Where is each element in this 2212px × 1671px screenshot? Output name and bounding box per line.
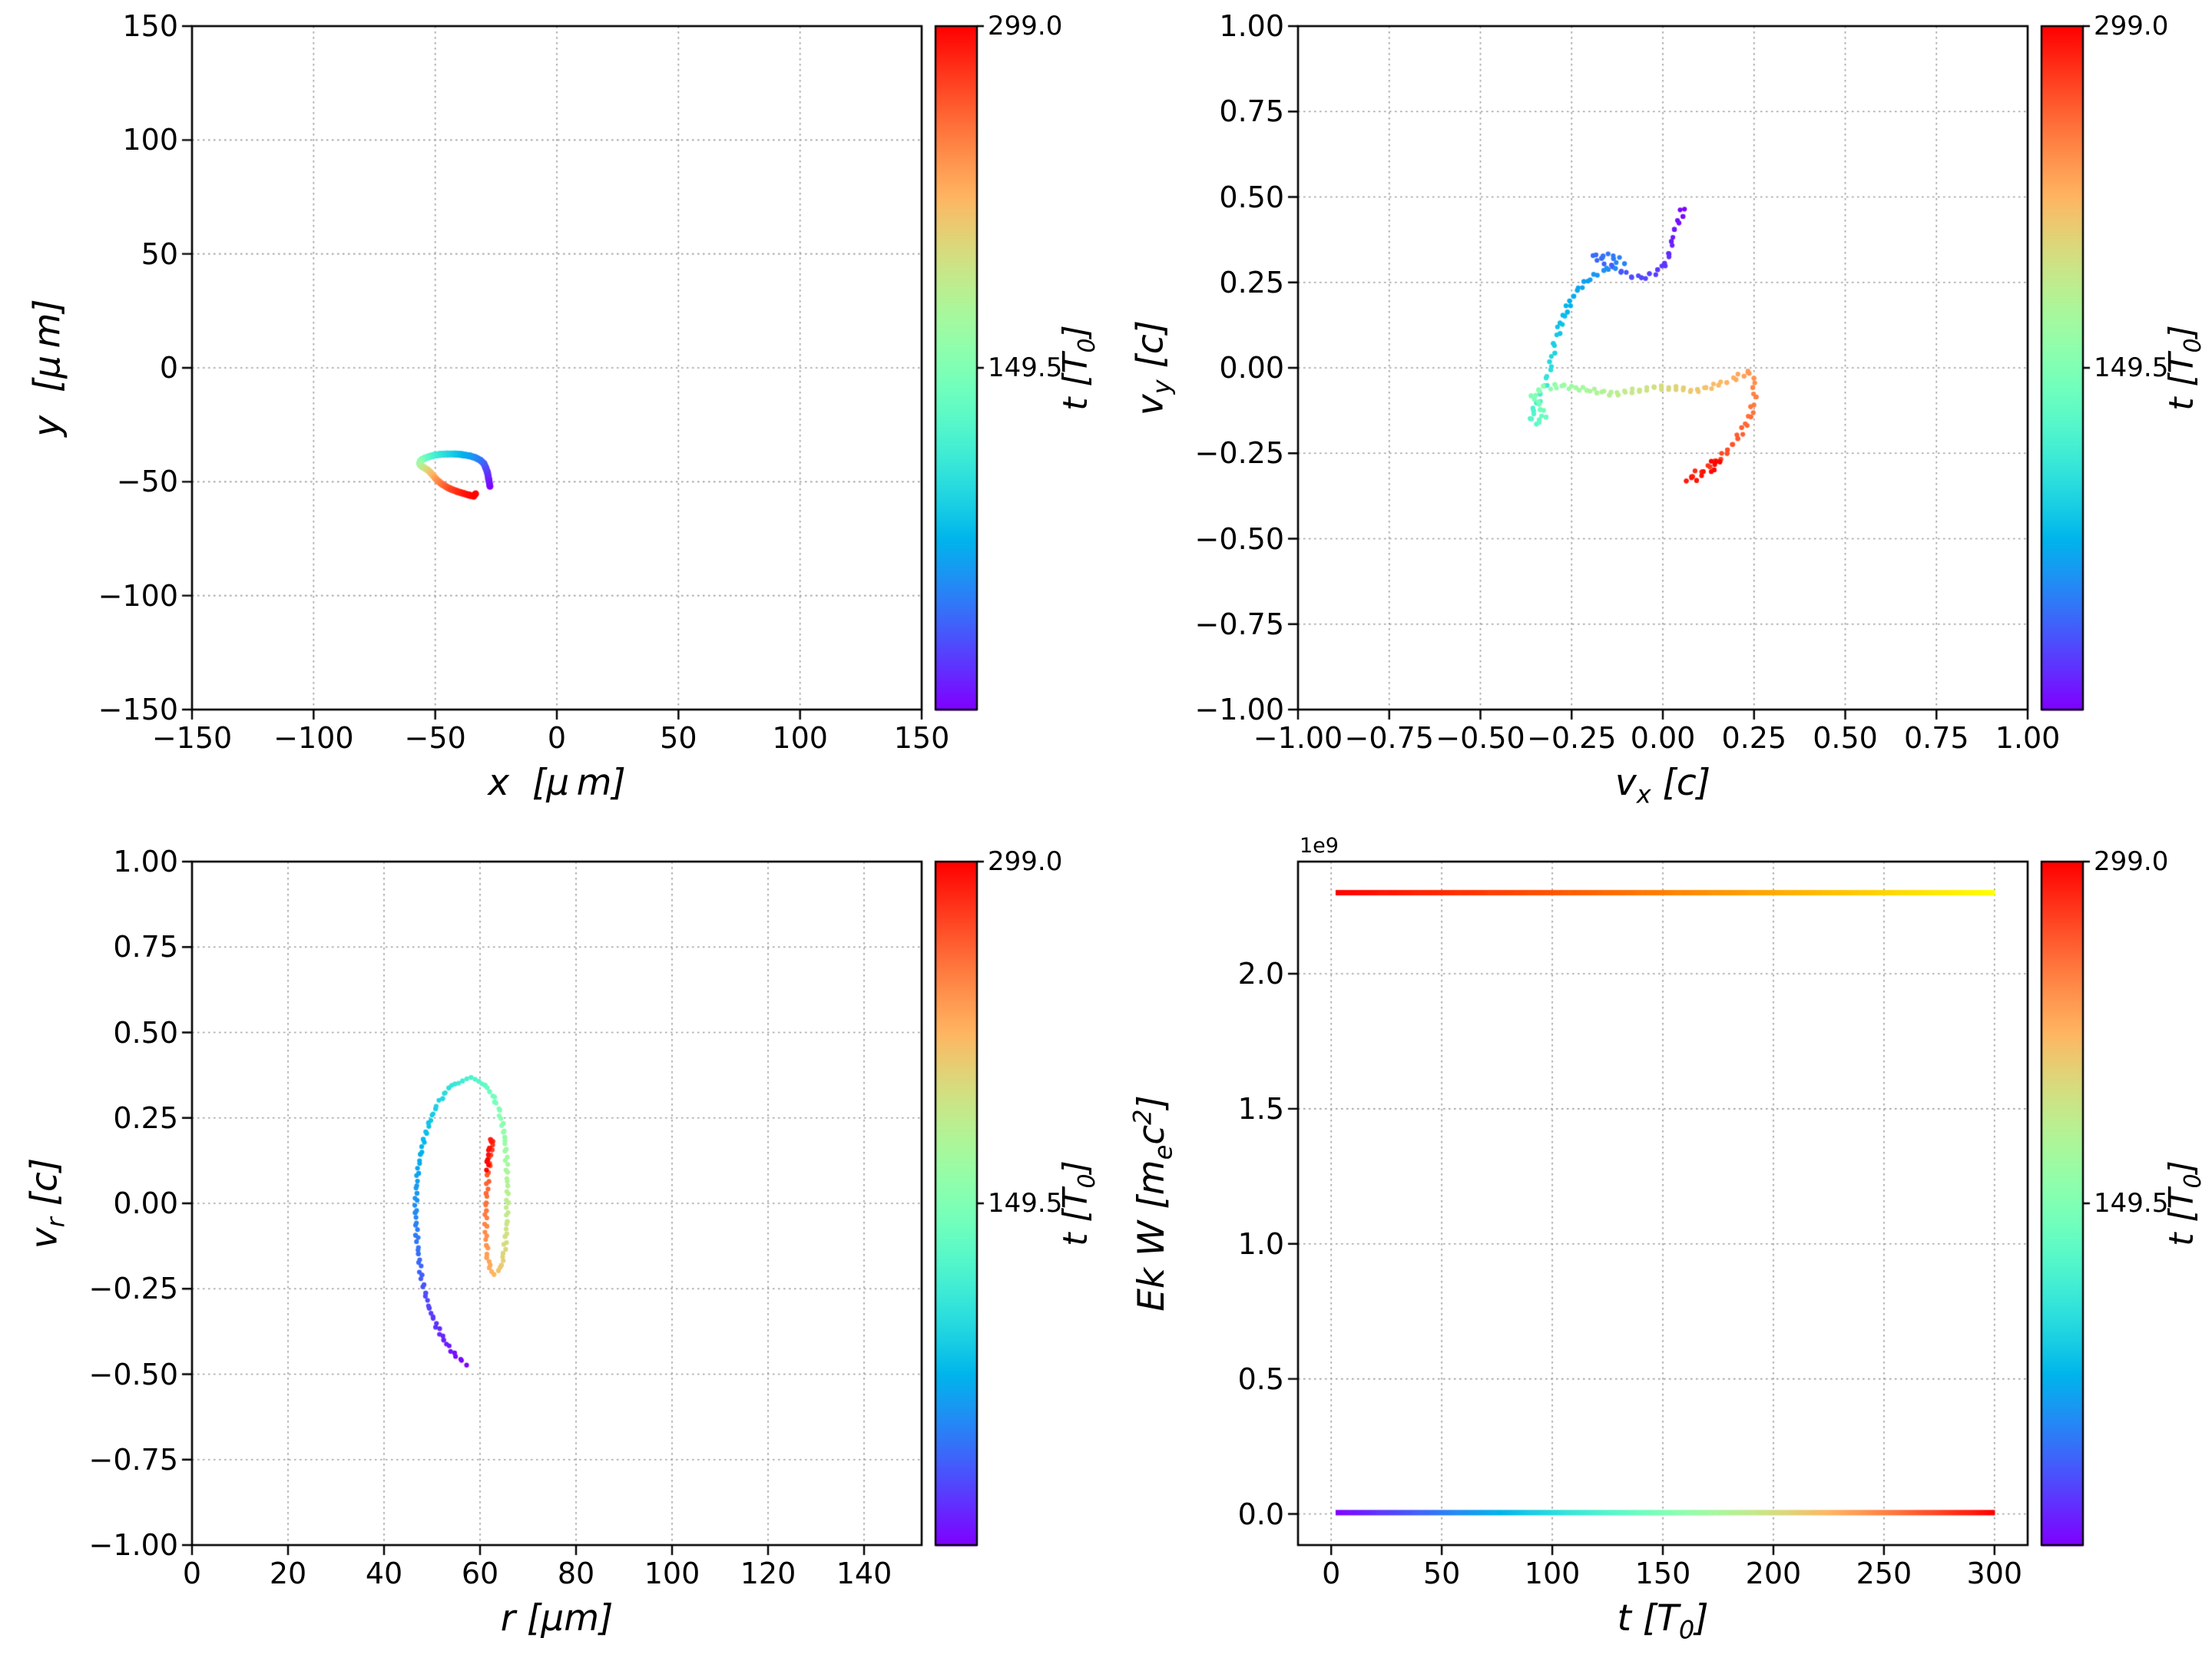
energy-vs-time-colorbar-axis-label: t [T0]	[2162, 1160, 2207, 1246]
vxvy-trajectory-y-tick-label: −0.25	[1194, 436, 1284, 471]
rvr-trajectory-x-tick-label: 60	[461, 1557, 499, 1590]
xy-trajectory-y-tick-label: 0	[159, 351, 178, 385]
vxvy-trajectory-x-tick-label: −0.25	[1527, 721, 1617, 755]
vxvy-trajectory-x-tick-label: 0.00	[1630, 721, 1696, 755]
xy-trajectory-x-tick-label: −150	[151, 721, 233, 755]
xy-trajectory-y-tick-label: 50	[141, 237, 178, 271]
energy-vs-time-x-axis-label: t [T0]	[1617, 1597, 1709, 1645]
energy-vs-time-x-tick-label: 200	[1745, 1557, 1802, 1590]
xy-trajectory-colorbar-tick-label: 299.0	[988, 11, 1063, 41]
vxvy-trajectory-x-tick-label: 0.25	[1721, 721, 1787, 755]
xy-trajectory-y-tick-label: 100	[122, 123, 178, 157]
energy-vs-time-y-tick-label: 0.0	[1237, 1497, 1284, 1531]
rvr-trajectory-x-tick-label: 140	[836, 1557, 892, 1590]
vxvy-trajectory-y-axis-label: vy [c]	[1129, 319, 1177, 416]
xy-trajectory-colorbar-axis-label: t [T0]	[1056, 325, 1101, 411]
rvr-trajectory-y-tick-label: −1.00	[88, 1528, 178, 1562]
rvr-trajectory-x-tick-label: 120	[740, 1557, 796, 1590]
vxvy-trajectory-y-tick-label: 1.00	[1219, 9, 1284, 43]
energy-vs-time-y-tick-label: 2.0	[1237, 956, 1284, 991]
xy-trajectory-colorbar-tick-label: 149.5	[988, 352, 1063, 383]
vxvy-trajectory-x-tick-label: −0.75	[1344, 721, 1434, 755]
vxvy-trajectory-x-tick-label: −0.50	[1435, 721, 1525, 755]
vxvy-trajectory-colorbar-axis-label: t [T0]	[2162, 325, 2207, 411]
vxvy-trajectory-y-tick-label: 0.25	[1219, 265, 1284, 299]
rvr-trajectory-x-axis-label: r [μm]	[500, 1597, 614, 1640]
rvr-trajectory-y-axis-label: vr [c]	[23, 1157, 71, 1249]
rvr-trajectory-colorbar-axis-label: t [T0]	[1056, 1160, 1101, 1246]
rvr-trajectory-y-tick-label: 0.50	[113, 1015, 178, 1050]
vxvy-trajectory-x-tick-label: 1.00	[1995, 721, 2061, 755]
rvr-trajectory-y-tick-label: 1.00	[113, 845, 178, 879]
energy-vs-time-y-tick-label: 1.0	[1237, 1226, 1284, 1261]
rvr-trajectory-x-tick-label: 100	[644, 1557, 700, 1590]
vxvy-trajectory-y-tick-label: −1.00	[1194, 693, 1284, 726]
energy-vs-time-x-tick-label: 50	[1422, 1557, 1461, 1590]
energy-vs-time-x-tick-label: 300	[1966, 1557, 2023, 1590]
xy-trajectory-y-tick-label: 150	[122, 9, 178, 43]
vxvy-trajectory-x-axis-label: vx [c]	[1614, 762, 1711, 809]
rvr-trajectory-y-tick-label: −0.50	[88, 1357, 178, 1391]
rvr-trajectory-y-tick-label: −0.25	[88, 1272, 178, 1306]
energy-vs-time-y-tick-label: 1.5	[1237, 1091, 1284, 1126]
energy-vs-time-colorbar-tick-label: 149.5	[2094, 1188, 2169, 1219]
rvr-trajectory-y-tick-label: 0.00	[113, 1186, 178, 1220]
xy-trajectory-x-tick-label: 50	[660, 721, 697, 755]
xy-trajectory-y-axis-label: y [μ m]	[26, 299, 69, 437]
xy-trajectory-x-tick-label: 100	[772, 721, 828, 755]
vxvy-trajectory-x-tick-label: 0.50	[1813, 721, 1878, 755]
energy-vs-time-x-tick-label: 0	[1322, 1557, 1341, 1590]
xy-trajectory-x-tick-label: 0	[547, 721, 567, 755]
vxvy-trajectory-y-tick-label: 0.50	[1219, 180, 1284, 214]
xy-trajectory-x-tick-label: 150	[893, 721, 950, 755]
xy-trajectory-x-tick-label: −100	[273, 721, 354, 755]
xy-trajectory-x-tick-label: −50	[404, 721, 466, 755]
rvr-trajectory-x-tick-label: 20	[269, 1557, 307, 1590]
energy-vs-time-x-tick-label: 250	[1856, 1557, 1912, 1590]
vxvy-trajectory-y-tick-label: 0.75	[1219, 94, 1284, 129]
vxvy-trajectory-x-tick-label: −1.00	[1253, 721, 1343, 755]
xy-trajectory-y-tick-label: −50	[116, 465, 178, 499]
rvr-trajectory-y-tick-label: 0.75	[113, 930, 178, 965]
energy-vs-time-colorbar-tick-label: 299.0	[2094, 846, 2169, 877]
rvr-trajectory-colorbar-tick-label: 299.0	[988, 846, 1063, 877]
energy-vs-time-y-tick-label: 0.5	[1237, 1362, 1284, 1396]
rvr-trajectory-y-tick-label: 0.25	[113, 1100, 178, 1135]
rvr-trajectory-y-tick-label: −0.75	[88, 1442, 178, 1477]
vxvy-trajectory-x-tick-label: 0.75	[1903, 721, 1969, 755]
energy-vs-time-x-tick-label: 100	[1524, 1557, 1581, 1590]
rvr-trajectory-x-tick-label: 40	[365, 1557, 403, 1590]
energy-vs-time-x-tick-label: 150	[1634, 1557, 1691, 1590]
energy-vs-time-y-axis-label: Ek W [mec2]	[1128, 1095, 1178, 1312]
energy-vs-time-axis-offset-label: 1e9	[1300, 834, 1339, 858]
xy-trajectory-x-axis-label: x [μ m]	[488, 762, 626, 804]
rvr-trajectory-x-tick-label: 0	[182, 1557, 202, 1590]
rvr-trajectory-x-tick-label: 80	[557, 1557, 595, 1590]
xy-trajectory-y-tick-label: −150	[98, 693, 178, 726]
rvr-trajectory-colorbar-tick-label: 149.5	[988, 1188, 1063, 1219]
vxvy-trajectory-colorbar-tick-label: 299.0	[2094, 11, 2169, 41]
vxvy-trajectory-colorbar-tick-label: 149.5	[2094, 352, 2169, 383]
xy-trajectory-y-tick-label: −100	[98, 578, 178, 613]
vxvy-trajectory-y-tick-label: 0.00	[1219, 351, 1284, 385]
vxvy-trajectory-y-tick-label: −0.75	[1194, 607, 1284, 641]
vxvy-trajectory-y-tick-label: −0.50	[1194, 521, 1284, 556]
